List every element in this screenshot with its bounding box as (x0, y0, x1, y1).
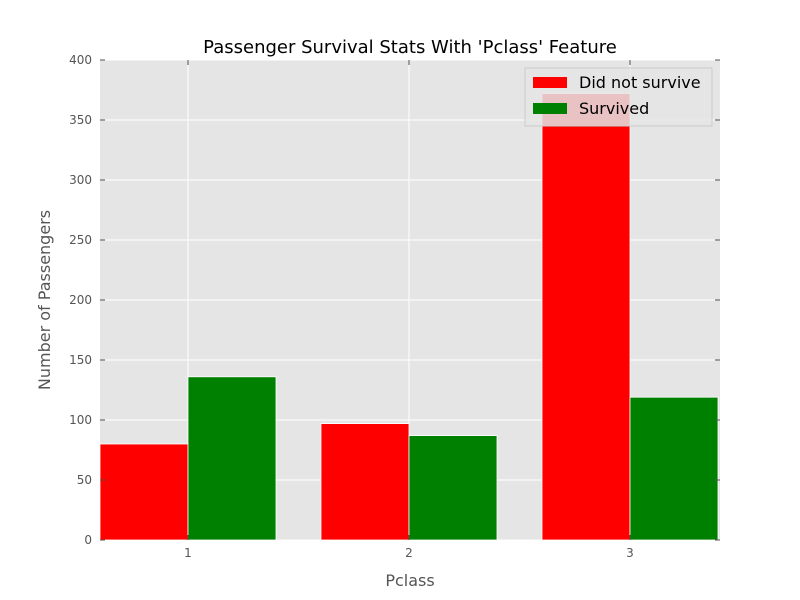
bar-did-not-survive-2 (320, 423, 410, 541)
legend-swatch (533, 103, 567, 114)
x-axis-title: Pclass (385, 571, 434, 590)
y-tick-label: 200 (69, 293, 92, 307)
chart-title: Passenger Survival Stats With 'Pclass' F… (203, 37, 617, 58)
bar-survived-3 (629, 396, 719, 541)
bar-survived-2 (408, 435, 498, 541)
y-tick-label: 350 (69, 113, 92, 127)
bar-survived-1 (187, 376, 277, 541)
x-tick-label: 3 (626, 546, 634, 560)
y-tick-label: 100 (69, 413, 92, 427)
bar-did-not-survive-3 (541, 93, 631, 541)
y-tick-label: 0 (84, 533, 92, 547)
y-axis-title: Number of Passengers (35, 210, 54, 390)
y-tick-label: 150 (69, 353, 92, 367)
axis-ticks: 0 50 100 150 200 250 300 350 400 1 2 3 (69, 53, 720, 560)
x-tick-label: 2 (405, 546, 413, 560)
y-tick-label: 50 (77, 473, 92, 487)
y-tick-label: 250 (69, 233, 92, 247)
legend-label: Survived (579, 99, 649, 118)
y-tick-label: 300 (69, 173, 92, 187)
legend-swatch (533, 77, 567, 88)
legend-label: Did not survive (579, 73, 701, 92)
y-tick-label: 400 (69, 53, 92, 67)
x-tick-label: 1 (184, 546, 192, 560)
bars (99, 93, 719, 541)
bar-did-not-survive-1 (99, 443, 189, 541)
legend: Did not survive Survived (524, 67, 713, 127)
